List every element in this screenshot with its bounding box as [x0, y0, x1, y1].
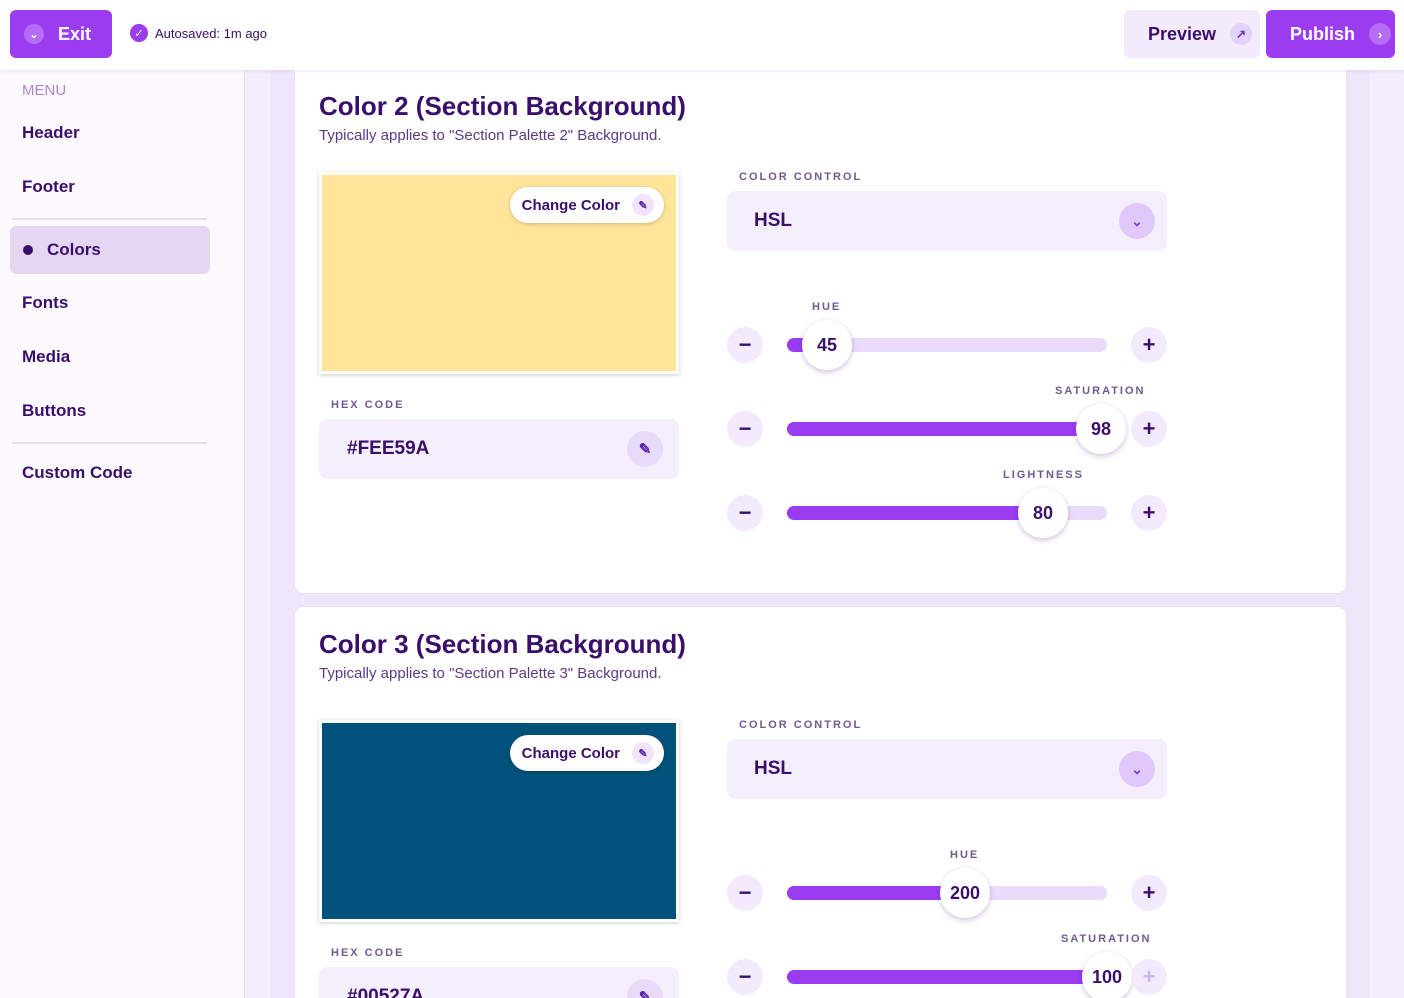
sidebar-item-custom-code[interactable]: Custom Code	[22, 463, 133, 482]
sidebar-item-buttons[interactable]: Buttons	[22, 401, 87, 420]
eyedropper-icon[interactable]: ✎	[627, 431, 663, 467]
hue-decrease-button[interactable]: −	[727, 875, 763, 911]
hue-slider[interactable]: 45	[787, 320, 1107, 370]
eyedropper-icon[interactable]: ✎	[627, 979, 663, 998]
sidebar-item-colors[interactable]: Colors	[10, 226, 210, 274]
publish-label: Publish	[1290, 23, 1356, 44]
check-circle-icon: ✓	[130, 24, 148, 42]
lightness-label: LIGHTNESS	[1003, 469, 1084, 481]
change-color-label: Change Color	[521, 744, 620, 762]
sidebar-divider	[12, 442, 207, 444]
sidebar-item-media[interactable]: Media	[22, 347, 71, 366]
lightness-slider-thumb[interactable]: 80	[1018, 488, 1068, 538]
top-bar: ⌄ Exit ✓ Autosaved: 1m ago Preview ↗ Pub…	[0, 0, 1404, 70]
hue-increase-button[interactable]: +	[1131, 327, 1167, 363]
eyedropper-icon: ✎	[632, 194, 654, 216]
color-control-value: HSL	[754, 210, 792, 231]
saturation-slider-thumb[interactable]: 98	[1076, 404, 1126, 454]
color-swatch: Change Color ✎	[319, 720, 679, 922]
hex-code-value: #00527A	[347, 986, 425, 998]
sidebar-item-header[interactable]: Header	[22, 123, 80, 142]
chevron-down-icon: ⌄	[1119, 203, 1155, 239]
hex-code-input[interactable]: #FEE59A ✎	[319, 419, 679, 479]
saturation-increase-button[interactable]: +	[1131, 411, 1167, 447]
saturation-label: SATURATION	[1061, 933, 1152, 945]
color-swatch: Change Color ✎	[319, 172, 679, 374]
hex-code-label: HEX CODE	[331, 399, 405, 411]
eyedropper-icon: ✎	[632, 742, 654, 764]
saturation-decrease-button[interactable]: −	[727, 959, 763, 995]
hue-label: HUE	[950, 849, 980, 861]
publish-button[interactable]: Publish ›	[1266, 10, 1395, 58]
change-color-label: Change Color	[521, 196, 620, 214]
hue-decrease-button[interactable]: −	[727, 327, 763, 363]
sidebar-item-footer[interactable]: Footer	[22, 177, 75, 196]
hue-slider-thumb[interactable]: 200	[940, 868, 990, 918]
saturation-label: SATURATION	[1055, 385, 1146, 397]
color-card: Color 2 (Section Background) Typically a…	[294, 60, 1347, 594]
color-card: Color 3 (Section Background) Typically a…	[294, 606, 1347, 998]
autosave-text: Autosaved: 1m ago	[155, 25, 268, 41]
main-content: Color 2 (Section Background) Typically a…	[270, 60, 1370, 998]
saturation-decrease-button[interactable]: −	[727, 411, 763, 447]
card-title: Color 2 (Section Background)	[319, 91, 686, 121]
lightness-slider-fill	[787, 506, 1043, 520]
lightness-increase-button[interactable]: +	[1131, 495, 1167, 531]
saturation-slider-fill	[787, 422, 1101, 436]
saturation-slider-fill	[787, 970, 1107, 984]
hex-code-input[interactable]: #00527A ✎	[319, 967, 679, 998]
chevron-down-icon: ⌄	[1119, 751, 1155, 787]
hex-code-label: HEX CODE	[331, 947, 405, 959]
card-title: Color 3 (Section Background)	[319, 629, 686, 659]
hex-code-value: #FEE59A	[347, 438, 430, 459]
color-control-label: COLOR CONTROL	[739, 171, 863, 183]
color-control-select[interactable]: HSL ⌄	[727, 191, 1167, 251]
saturation-slider[interactable]: 100	[787, 952, 1132, 998]
chevron-down-icon: ⌄	[24, 24, 44, 44]
sidebar-item-label: Colors	[47, 240, 101, 259]
hue-slider-fill	[787, 886, 965, 900]
exit-button[interactable]: ⌄ Exit	[10, 10, 112, 58]
sidebar-divider	[12, 218, 207, 220]
hue-label: HUE	[812, 301, 842, 313]
change-color-button[interactable]: Change Color ✎	[509, 735, 664, 771]
card-subtitle: Typically applies to "Section Palette 3"…	[319, 665, 662, 682]
saturation-increase-button[interactable]: +	[1131, 959, 1167, 995]
hue-slider-thumb[interactable]: 45	[802, 320, 852, 370]
chevron-right-icon: ›	[1369, 23, 1392, 45]
lightness-slider[interactable]: 80	[787, 488, 1107, 538]
autosave-status: ✓ Autosaved: 1m ago	[130, 24, 267, 42]
color-control-value: HSL	[754, 758, 792, 779]
lightness-decrease-button[interactable]: −	[727, 495, 763, 531]
saturation-slider-thumb[interactable]: 100	[1082, 952, 1132, 998]
card-subtitle: Typically applies to "Section Palette 2"…	[319, 127, 662, 144]
color-control-select[interactable]: HSL ⌄	[727, 739, 1167, 799]
menu-label: MENU	[22, 82, 67, 99]
change-color-button[interactable]: Change Color ✎	[509, 187, 664, 223]
sidebar: MENU Header Footer Colors Fonts Media Bu…	[0, 70, 245, 998]
preview-label: Preview	[1148, 23, 1217, 44]
saturation-slider[interactable]: 98	[787, 404, 1126, 454]
hue-slider[interactable]: 200	[787, 868, 1107, 918]
hue-increase-button[interactable]: +	[1131, 875, 1167, 911]
exit-label: Exit	[58, 23, 92, 44]
sidebar-item-fonts[interactable]: Fonts	[22, 293, 69, 312]
active-dot-icon	[23, 245, 33, 255]
preview-button[interactable]: Preview ↗	[1124, 10, 1260, 58]
color-control-label: COLOR CONTROL	[739, 719, 863, 731]
external-link-icon: ↗	[1230, 23, 1253, 45]
